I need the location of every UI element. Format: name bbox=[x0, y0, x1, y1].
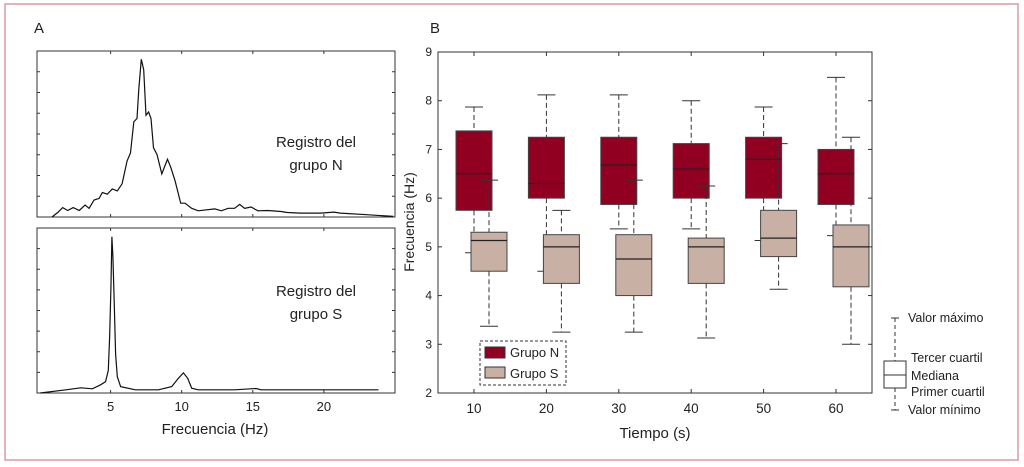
spectrum-plot-group-s: 5 10 15 20 bbox=[36, 227, 396, 414]
annotation-s-line1: Registro del bbox=[276, 283, 356, 300]
box-grupo-s-10 bbox=[470, 179, 508, 327]
y-tick-label: 5 bbox=[425, 240, 432, 254]
legend-label-grupo-n: Grupo N bbox=[510, 345, 559, 360]
x-tick-label: 20 bbox=[317, 399, 331, 414]
box-grupo-s-40 bbox=[687, 185, 725, 339]
x-tick-label: 10 bbox=[174, 399, 188, 414]
spectrum-line bbox=[40, 236, 379, 394]
panel-a-xlabel: Frecuencia (Hz) bbox=[162, 421, 269, 438]
x-tick-label: 50 bbox=[756, 401, 771, 416]
y-tick-label: 3 bbox=[425, 337, 432, 351]
iqr-box bbox=[600, 136, 638, 205]
x-tick-label: 30 bbox=[611, 401, 626, 416]
iqr-box bbox=[542, 234, 580, 284]
x-tick-label: 60 bbox=[828, 401, 843, 416]
box-grupo-n-20 bbox=[527, 94, 565, 272]
legend: Grupo N Grupo S bbox=[479, 340, 567, 386]
iqr-box bbox=[470, 231, 508, 272]
y-tick-label: 2 bbox=[425, 386, 432, 400]
legend-swatch-grupo-n bbox=[484, 346, 506, 359]
key-label-max: Valor máximo bbox=[908, 311, 984, 325]
legend-label-grupo-s: Grupo S bbox=[510, 366, 559, 381]
x-tick-label: 10 bbox=[466, 401, 481, 416]
iqr-box bbox=[687, 237, 725, 284]
key-label-median: Mediana bbox=[911, 369, 959, 383]
figure-frame bbox=[4, 3, 1019, 461]
iqr-box bbox=[745, 136, 783, 199]
x-tick-label: 15 bbox=[246, 399, 260, 414]
legend-swatch-grupo-s bbox=[484, 366, 506, 379]
box-grupo-n-30 bbox=[600, 94, 638, 230]
panel-a-letter: A bbox=[34, 20, 44, 37]
y-tick-label: 4 bbox=[425, 289, 432, 303]
iqr-box bbox=[615, 234, 653, 297]
x-tick-label: 20 bbox=[539, 401, 554, 416]
spectrum-plot-group-n bbox=[36, 50, 396, 218]
iqr-box bbox=[832, 224, 870, 288]
key-label-q1: Primer cuartil bbox=[911, 385, 985, 399]
key-label-min: Valor mínimo bbox=[908, 403, 981, 417]
annotation-n-line1: Registro del bbox=[276, 134, 356, 151]
box-grupo-s-20 bbox=[542, 209, 580, 333]
x-tick-label: 40 bbox=[684, 401, 699, 416]
boxplot: 2 3 4 5 6 7 8 9 10 20 30 40 50 60 bbox=[425, 45, 873, 416]
box-grupo-n-40 bbox=[672, 100, 710, 230]
panel-b-ylabel: Frecuencia (Hz) bbox=[401, 172, 417, 272]
iqr-box bbox=[455, 130, 493, 211]
iqr-box bbox=[817, 148, 855, 205]
box-grupo-n-60 bbox=[817, 76, 855, 237]
box-grupo-n-50 bbox=[745, 106, 783, 242]
y-tick-label: 9 bbox=[425, 45, 432, 59]
plot-frame bbox=[437, 51, 873, 394]
iqr-box bbox=[760, 209, 798, 258]
x-tick-label: 5 bbox=[107, 399, 114, 414]
y-tick-label: 6 bbox=[425, 191, 432, 205]
boxplot-key bbox=[883, 317, 907, 411]
annotation-n-line2: grupo N bbox=[289, 157, 342, 174]
y-tick-label: 7 bbox=[425, 142, 432, 156]
iqr-box bbox=[527, 136, 565, 199]
iqr-box bbox=[672, 143, 710, 199]
box-grupo-s-30 bbox=[615, 179, 653, 333]
box-grupo-s-50 bbox=[760, 143, 798, 290]
box-grupo-n-10 bbox=[455, 106, 493, 254]
box-grupo-s-60 bbox=[832, 136, 870, 345]
spectrum-line bbox=[51, 59, 394, 218]
y-tick-label: 8 bbox=[425, 94, 432, 108]
panel-b-letter: B bbox=[430, 20, 440, 37]
key-label-q3: Tercer cuartil bbox=[911, 351, 983, 365]
annotation-s-line2: grupo S bbox=[290, 306, 343, 323]
panel-b-xlabel: Tiempo (s) bbox=[619, 425, 690, 442]
